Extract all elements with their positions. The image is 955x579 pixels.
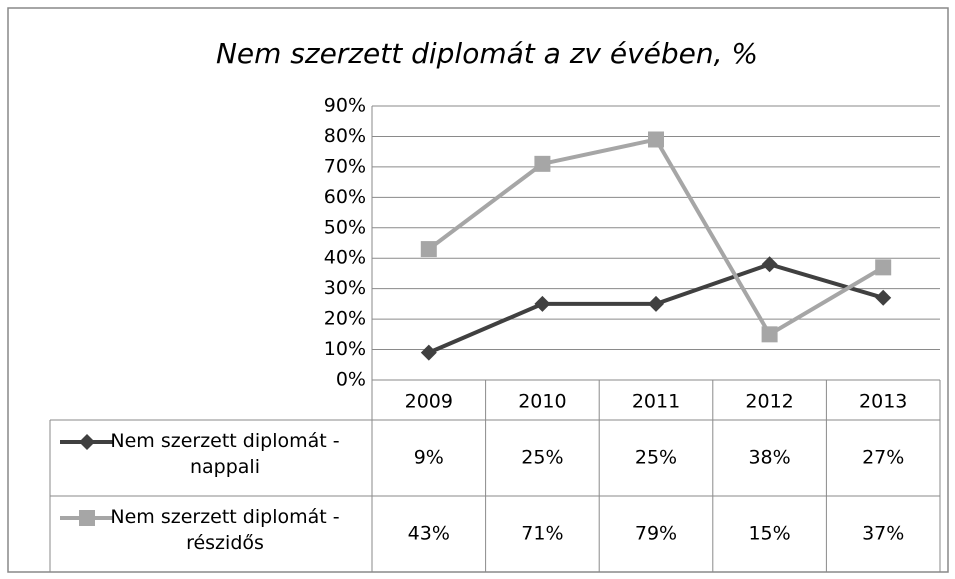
x-tick-label: 2009 — [405, 391, 453, 413]
x-tick-label: 2011 — [632, 391, 680, 413]
chart-border — [7, 7, 949, 573]
legend-label: Nem szerzett diplomát - nappali — [110, 430, 340, 478]
y-tick-label: 60% — [324, 186, 366, 208]
y-tick-label: 20% — [324, 308, 366, 330]
data-point — [761, 326, 778, 343]
y-tick-label: 0% — [336, 369, 366, 391]
table-value: 43% — [408, 523, 450, 545]
y-tick-label: 50% — [324, 216, 366, 238]
x-tick-label: 2012 — [745, 391, 793, 413]
data-point — [420, 241, 437, 258]
data-point — [534, 155, 551, 172]
x-tick-label: 2013 — [859, 391, 907, 413]
table-value: 71% — [521, 523, 563, 545]
table-value: 15% — [748, 523, 790, 545]
y-tick-label: 90% — [324, 95, 366, 117]
table-value: 27% — [862, 447, 904, 469]
table-value: 38% — [748, 447, 790, 469]
legend-marker — [79, 434, 95, 450]
y-tick-label: 30% — [324, 277, 366, 299]
data-point — [875, 259, 892, 276]
x-tick-label: 2010 — [518, 391, 566, 413]
y-tick-label: 40% — [324, 247, 366, 269]
table-value: 25% — [521, 447, 563, 469]
table-value: 25% — [635, 447, 677, 469]
data-point — [875, 289, 892, 306]
data-point — [648, 295, 664, 312]
data-point — [534, 295, 551, 312]
data-point — [761, 256, 778, 273]
y-tick-label: 70% — [324, 155, 366, 177]
data-point — [420, 344, 437, 361]
data-point — [648, 131, 664, 148]
legend-marker — [79, 510, 95, 526]
legend-label: Nem szerzett diplomát - részidős — [110, 506, 340, 554]
table-value: 79% — [635, 523, 677, 545]
chart-title: Nem szerzett diplomát a zv évében, % — [216, 37, 758, 70]
table-value: 37% — [862, 523, 904, 545]
y-tick-label: 10% — [324, 338, 366, 360]
y-tick-label: 80% — [324, 125, 366, 147]
table-value: 9% — [414, 447, 444, 469]
